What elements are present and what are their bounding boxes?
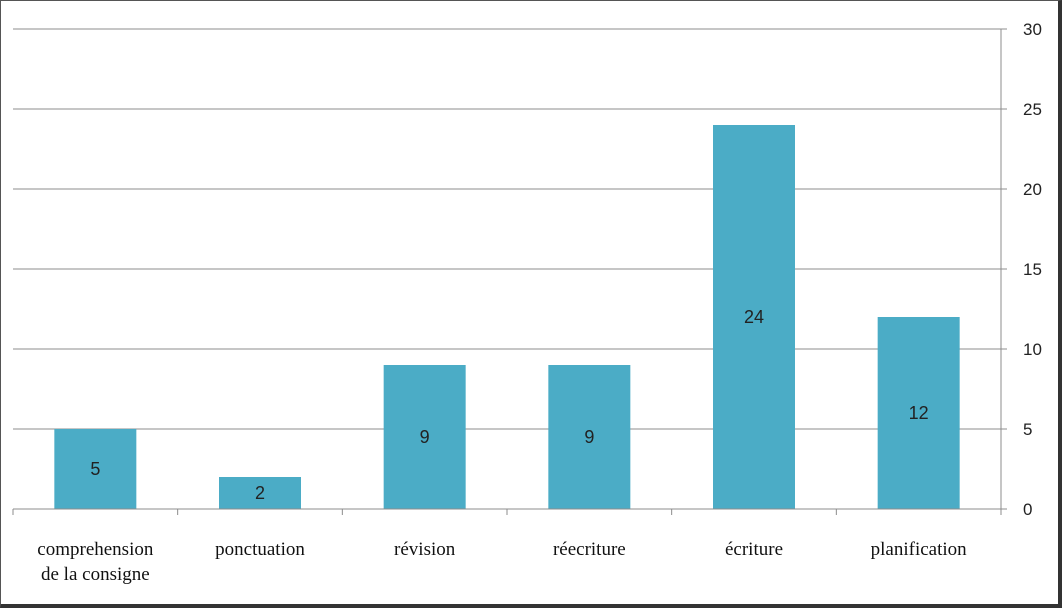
- y-tick-label: 20: [1023, 180, 1042, 199]
- bar: [219, 477, 301, 509]
- bar: [548, 365, 631, 509]
- y-tick-labels: 0 5 10 15 20 25 30: [1023, 20, 1042, 519]
- category-label-line: planification: [871, 539, 968, 560]
- category-label-line: écriture: [725, 539, 783, 560]
- bar: [877, 317, 960, 509]
- data-label: 2: [255, 483, 265, 503]
- bars: [54, 125, 960, 509]
- data-labels: 5 2 9 9 24 12: [90, 307, 928, 503]
- category-label: révision: [394, 539, 456, 560]
- category-label: comprehension de la consigne: [37, 539, 154, 585]
- y-tick-label: 10: [1023, 340, 1042, 359]
- category-label: planification: [871, 539, 968, 560]
- data-label: 5: [90, 459, 100, 479]
- y-tick-label: 0: [1023, 500, 1032, 519]
- data-label: 9: [420, 427, 430, 447]
- data-label: 12: [909, 403, 929, 423]
- gridlines: [13, 28, 1001, 430]
- axes: [12, 28, 1007, 515]
- x-category-labels: comprehension de la consigne ponctuation ré…: [37, 539, 967, 585]
- category-label-line: ponctuation: [215, 539, 305, 560]
- category-label: ponctuation: [215, 539, 305, 560]
- y-tick-label: 5: [1023, 420, 1032, 439]
- y-tick-label: 30: [1023, 20, 1042, 39]
- category-label: réecriture: [553, 539, 626, 560]
- y-tick-label: 25: [1023, 100, 1042, 119]
- category-label-line: comprehension: [37, 539, 154, 560]
- category-label-line: réecriture: [553, 539, 626, 560]
- bar: [713, 125, 795, 509]
- data-label: 24: [744, 307, 764, 327]
- category-label-line: de la consigne: [41, 564, 150, 585]
- bar: [54, 429, 137, 509]
- y-tick-label: 15: [1023, 260, 1042, 279]
- category-label-line: révision: [394, 539, 456, 560]
- bar: [383, 365, 466, 509]
- category-label: écriture: [725, 539, 783, 560]
- data-label: 9: [584, 427, 594, 447]
